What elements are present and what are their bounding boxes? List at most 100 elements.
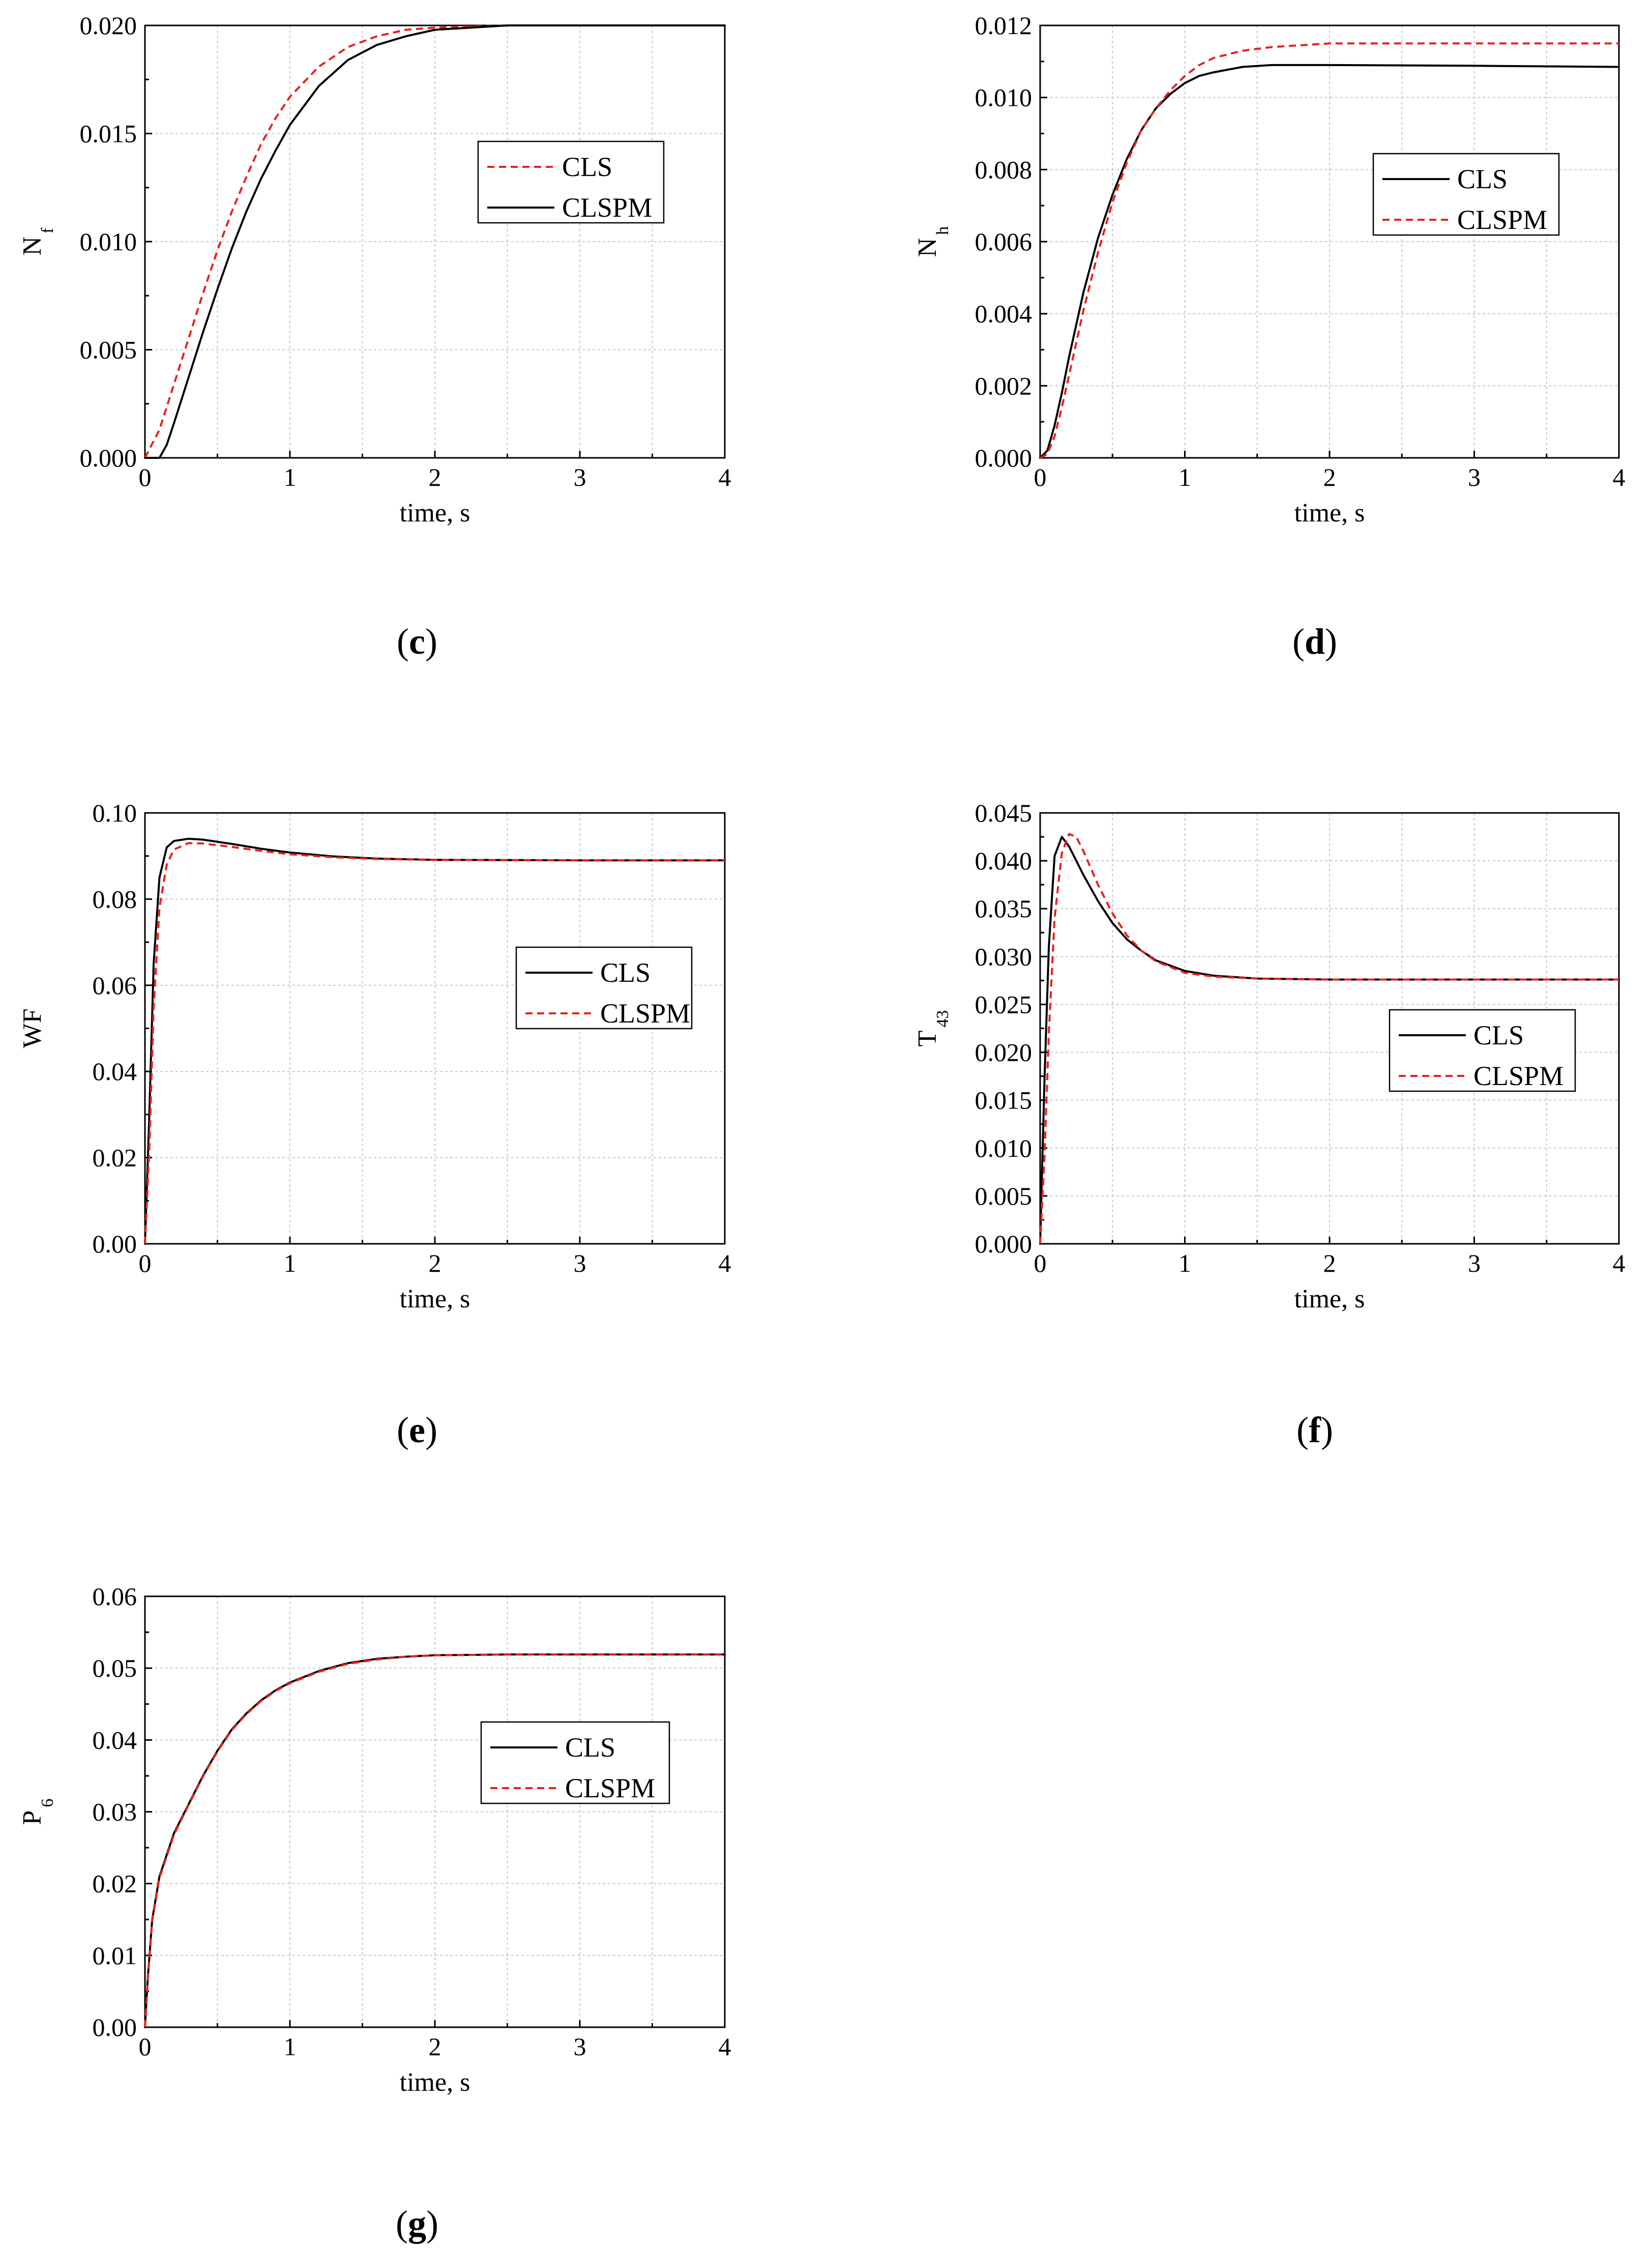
series-line-cls (1039, 64, 1620, 459)
y-axis-title: T 43 (913, 1010, 952, 1047)
chart-panel-g: 0 1 2 3 4 0.00 0.01 0.02 0.03 0.04 0.05 0.06 time, s… (18, 1582, 731, 2244)
caption-open-paren: ( (397, 1410, 409, 1450)
y-tick-label: 0.06 (93, 1582, 137, 1611)
x-tick-label: 0 (1034, 463, 1047, 491)
y-tick-label: 0.000 (80, 444, 137, 472)
series-line-cls (144, 837, 726, 1245)
x-tick-label: 4 (719, 2032, 731, 2061)
legend-box (480, 1721, 670, 1804)
caption-open-paren: ( (396, 2203, 408, 2244)
y-axis-title: Nf (18, 227, 57, 256)
y-axis-title-subscript: 6 (38, 1799, 57, 1807)
legend-label: CLS (1473, 1020, 1524, 1050)
x-tick-label: 3 (574, 1249, 586, 1277)
legend-box (1372, 153, 1560, 236)
y-tick-label: 0.005 (80, 336, 137, 364)
y-tick-label: 0.020 (975, 1038, 1032, 1067)
x-tick-label: 4 (719, 1249, 731, 1277)
panel-caption: (e) (397, 1410, 437, 1450)
y-tick-label: 0.010 (975, 1134, 1032, 1162)
legend-label: CLS (600, 957, 651, 988)
legend-label: CLS (565, 1732, 615, 1763)
caption-close-paren: ) (426, 2203, 438, 2244)
chart-panel-d: 0 1 2 3 4 0.000 0.002 0.004 0.006 0.008 0.010 0.012… (913, 11, 1626, 662)
x-tick-label: 4 (719, 463, 731, 491)
x-tick-label: 1 (284, 1249, 297, 1277)
x-tick-label: 1 (1178, 463, 1191, 491)
y-axis-title-main: WF (18, 1009, 47, 1048)
y-tick-label: 0.01 (93, 1941, 137, 1970)
y-tick-label: 0.10 (93, 799, 137, 827)
chart-panel-f: 0 1 2 3 4 0.000 0.005 0.010 0.015 0.020 0.025 0.030… (913, 799, 1626, 1450)
y-axis-title-subscript: f (38, 227, 57, 233)
caption-letter: f (1309, 1410, 1321, 1450)
x-tick-label: 0 (139, 1249, 152, 1277)
x-tick-label: 2 (429, 2032, 441, 2061)
caption-close-paren: ) (1321, 1410, 1333, 1450)
y-tick-label: 0.025 (975, 990, 1032, 1018)
caption-letter: c (409, 621, 425, 662)
y-axis-title-main: N (18, 237, 47, 256)
panel-caption: (d) (1292, 621, 1337, 662)
legend: CLS CLSPM (1389, 1009, 1576, 1092)
y-tick-label: 0.045 (975, 799, 1032, 827)
x-tick-label: 2 (1323, 463, 1336, 491)
series-line-clspm (144, 24, 726, 459)
legend-box (1389, 1009, 1576, 1092)
caption-letter: e (409, 1410, 425, 1450)
y-tick-label: 0.02 (93, 1870, 137, 1898)
x-tick-label: 3 (1468, 463, 1481, 491)
x-tick-label: 1 (284, 2032, 297, 2061)
y-axis-title-main: P (18, 1811, 47, 1825)
y-tick-label: 0.04 (93, 1726, 137, 1754)
panel-caption: (f) (1296, 1410, 1333, 1450)
x-tick-label: 0 (1034, 1249, 1047, 1277)
x-axis-title: time, s (400, 2068, 470, 2097)
y-tick-label: 0.010 (975, 83, 1032, 112)
y-tick-label: 0.006 (975, 227, 1032, 256)
y-tick-label: 0.035 (975, 894, 1032, 923)
y-axis-title-subscript: 43 (933, 1010, 952, 1028)
caption-close-paren: ) (425, 1410, 437, 1450)
y-tick-label: 0.00 (93, 2013, 137, 2041)
y-tick-label: 0.015 (975, 1086, 1032, 1115)
y-tick-label: 0.012 (975, 11, 1032, 40)
x-tick-label: 2 (1323, 1249, 1336, 1277)
y-axis-title-main: N (913, 238, 942, 257)
y-tick-label: 0.015 (80, 120, 137, 148)
caption-open-paren: ( (397, 621, 409, 662)
legend-label: CLSPM (1457, 205, 1547, 235)
x-tick-label: 3 (1468, 1249, 1481, 1277)
panel-caption: (c) (397, 621, 437, 662)
caption-letter: d (1305, 621, 1325, 662)
y-tick-label: 0.004 (975, 300, 1032, 328)
legend-label: CLSPM (565, 1773, 655, 1803)
x-tick-label: 3 (574, 463, 586, 491)
caption-close-paren: ) (1325, 621, 1337, 662)
y-tick-label: 0.030 (975, 942, 1032, 971)
y-tick-label: 0.000 (975, 444, 1032, 472)
y-tick-label: 0.02 (93, 1144, 137, 1172)
series-line-clspm (1040, 42, 1619, 459)
x-tick-label: 0 (139, 463, 152, 491)
legend-label: CLS (1457, 164, 1508, 194)
y-tick-label: 0.010 (80, 227, 137, 256)
y-tick-label: 0.06 (93, 971, 137, 1000)
caption-letter: g (408, 2203, 426, 2244)
x-tick-label: 2 (429, 463, 441, 491)
y-tick-label: 0.000 (975, 1230, 1032, 1258)
legend-label: CLSPM (600, 998, 690, 1029)
chart-panel-c: 0 1 2 3 4 0.000 0.005 0.010 0.015 0.020 time, s Nf C… (18, 11, 731, 662)
y-tick-label: 0.00 (93, 1230, 137, 1258)
y-tick-label: 0.05 (93, 1654, 137, 1682)
y-axis-title-subscript: h (933, 226, 952, 235)
caption-open-paren: ( (1292, 621, 1305, 662)
legend: CLS CLSPM (515, 946, 693, 1030)
series-line-clspm (1039, 833, 1619, 1244)
x-axis-title: time, s (400, 1284, 470, 1313)
y-axis-title: WF (18, 1009, 47, 1048)
legend: CLS CLSPM (480, 1721, 670, 1804)
series-line-clspm (144, 842, 725, 1244)
y-tick-label: 0.040 (975, 846, 1032, 875)
